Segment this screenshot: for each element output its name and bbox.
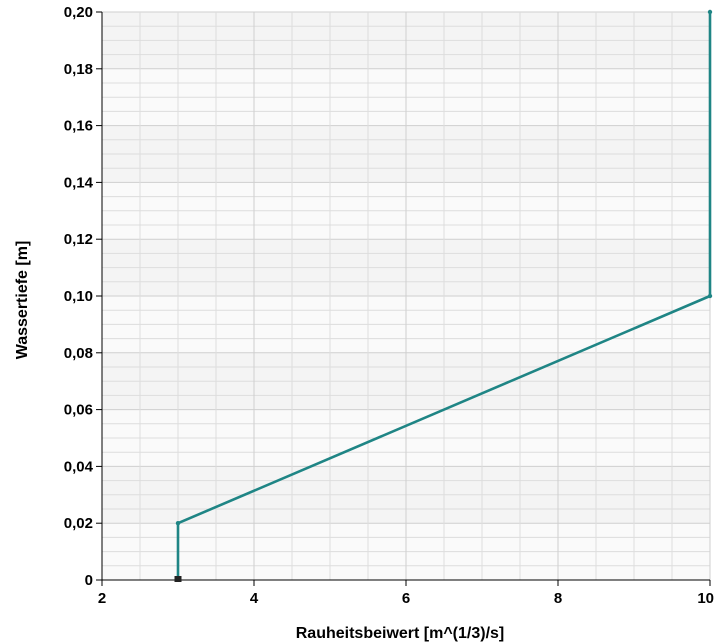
data-point (707, 9, 713, 15)
series-group (174, 9, 713, 582)
series-line (176, 12, 712, 580)
x-tick-label: 2 (98, 590, 106, 607)
x-tick-label: 8 (554, 590, 562, 607)
y-tick-label: 0,10 (64, 288, 93, 305)
y-tick-label: 0,12 (64, 231, 93, 248)
y-axis-title: Wassertiefe [m] (14, 241, 31, 360)
y-tick-label: 0,06 (64, 402, 93, 419)
y-tick-label: 0,08 (64, 345, 93, 362)
y-axis-ticks: 0 0,02 0,04 0,06 0,08 0,10 0,12 0,14 0,16 0,18 0,2… (64, 4, 102, 589)
data-point (175, 521, 181, 526)
data-point-start (174, 576, 182, 582)
x-axis-title: Rauheitsbeiwert [m^(1/3)/s] (296, 625, 505, 642)
grid-lines (101, 11, 711, 581)
y-tick-label: 0,20 (64, 4, 93, 21)
x-tick-label: 10 (697, 590, 714, 607)
y-tick-label: 0,18 (64, 61, 93, 78)
y-tick-label: 0,02 (64, 515, 93, 532)
y-tick-label: 0,14 (64, 174, 94, 191)
y-tick-label: 0,04 (64, 458, 94, 475)
y-tick-label: 0,16 (64, 118, 93, 135)
x-axis-ticks: 2 4 6 8 10 (98, 580, 714, 607)
x-tick-label: 6 (402, 590, 410, 607)
x-tick-label: 4 (250, 590, 259, 607)
y-tick-label: 0 (85, 572, 93, 589)
data-point (707, 293, 713, 299)
